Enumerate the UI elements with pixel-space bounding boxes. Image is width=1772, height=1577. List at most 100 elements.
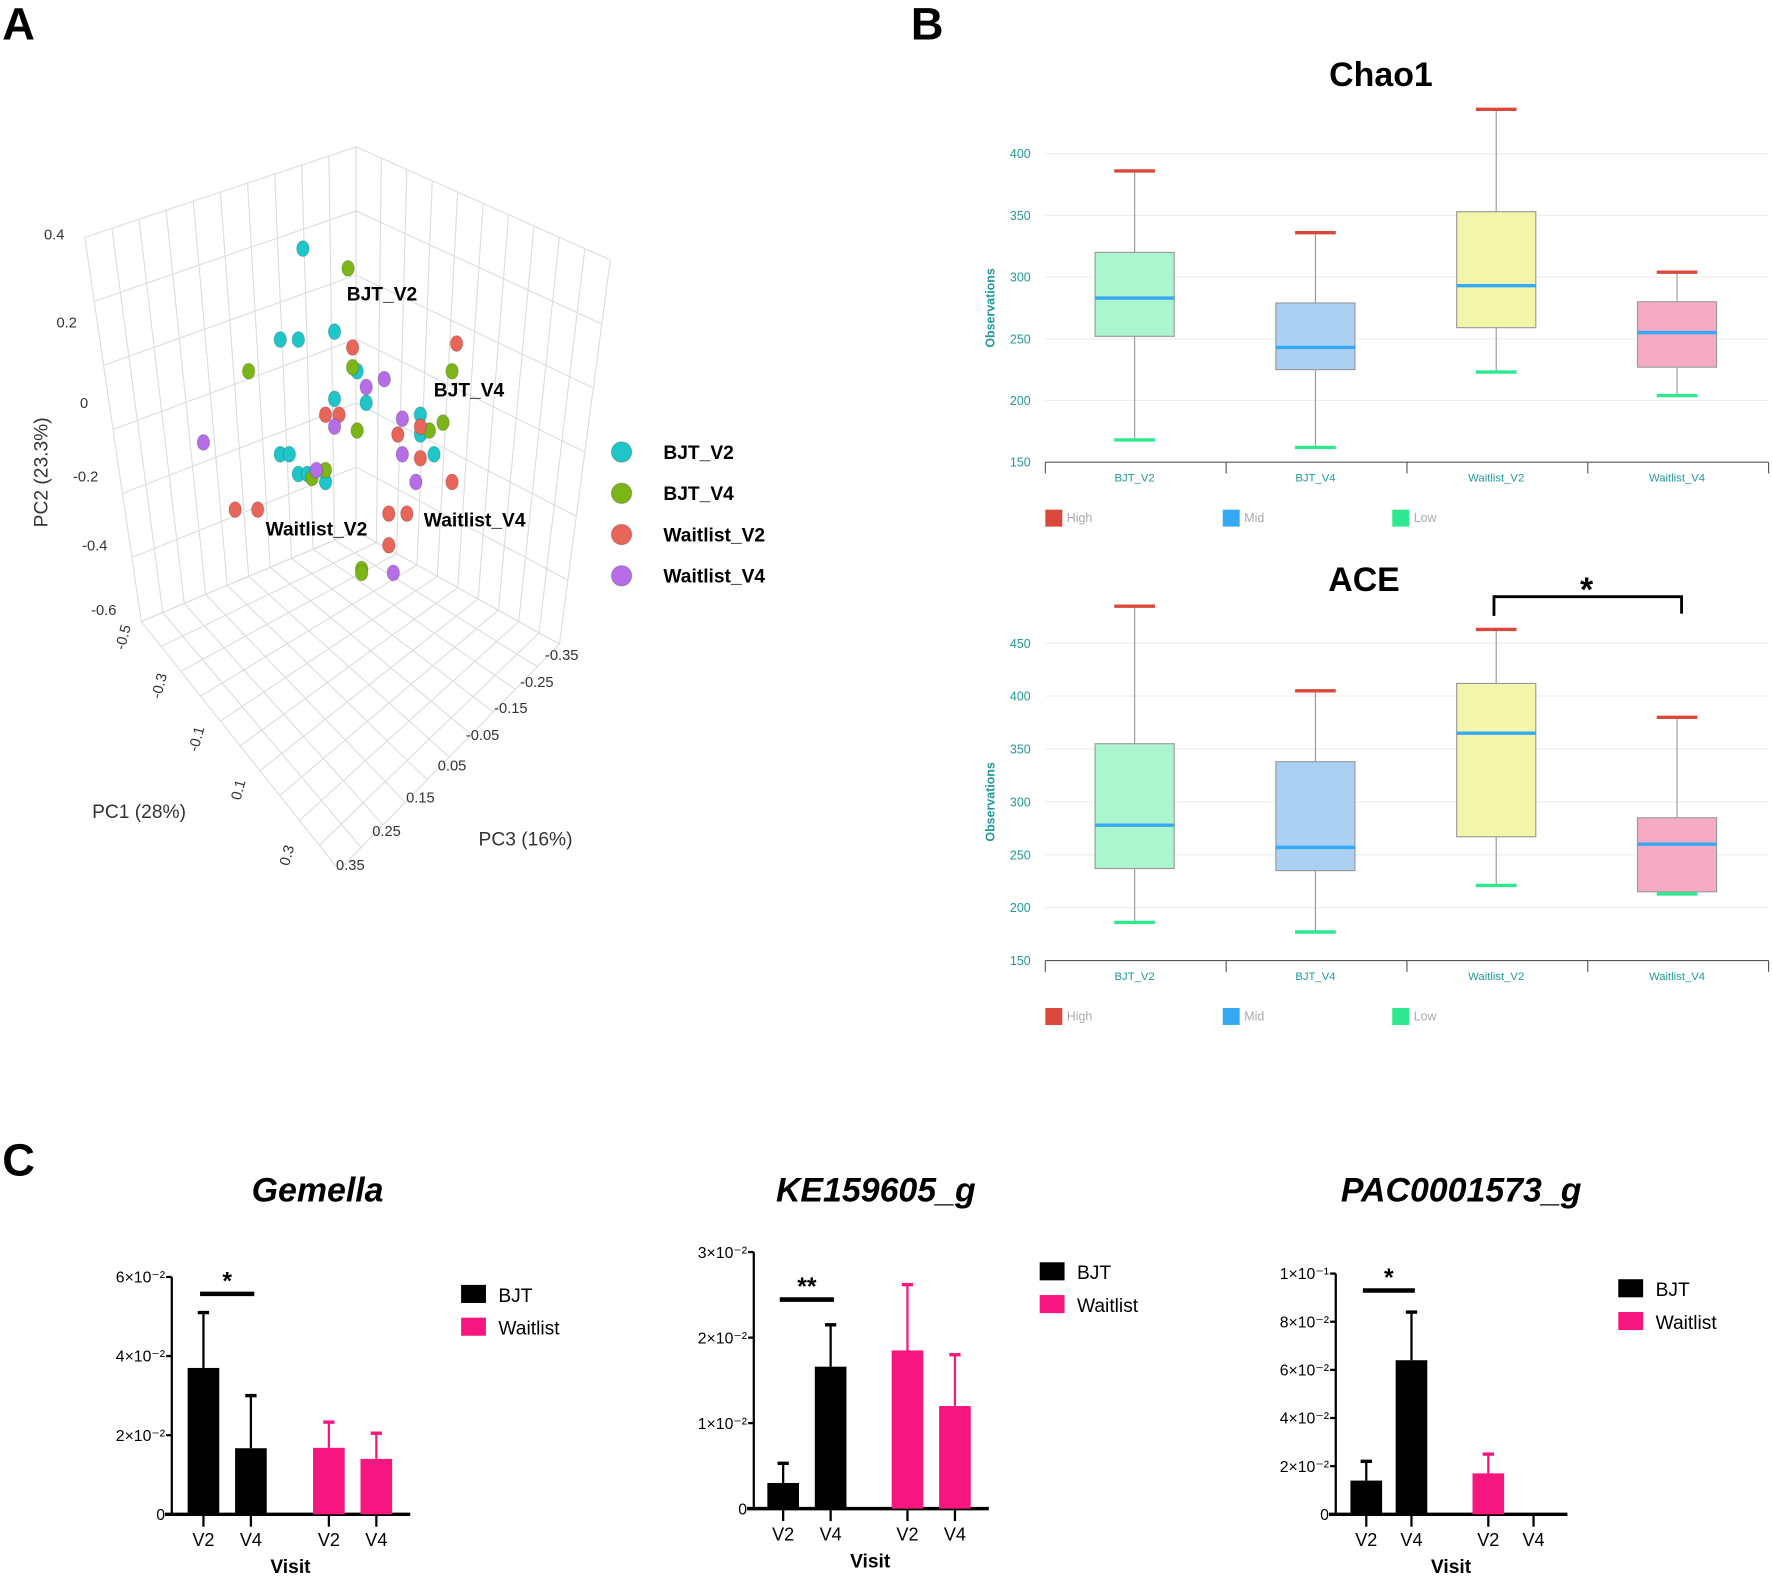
legend-swatch-icon xyxy=(1392,1008,1410,1025)
x-tick-label: V4 xyxy=(240,1530,262,1550)
pc1-tick-label: -0.3 xyxy=(149,672,171,701)
pc2-tick-label: 0.2 xyxy=(56,316,76,332)
x-tick-label: BJT_V2 xyxy=(1115,971,1155,983)
data-point xyxy=(400,505,414,523)
y-tick-label: 2×10⁻² xyxy=(1280,1459,1329,1476)
legend-label: Waitlist xyxy=(1656,1313,1718,1334)
grid-line xyxy=(355,210,603,325)
x-tick-label: V4 xyxy=(944,1524,966,1544)
bar xyxy=(767,1482,799,1509)
group-annotation: Waitlist_V4 xyxy=(424,511,526,532)
data-point xyxy=(436,414,450,432)
grid-line xyxy=(112,338,357,430)
pc3-tick-label: 0.05 xyxy=(438,759,467,775)
legend-swatch-icon xyxy=(1045,509,1063,527)
gemella-bar-chart: 0 2×10⁻² 4×10⁻² 6×10⁻² Gemella V2 V4 BJT V2 V4 Wai… xyxy=(116,1171,560,1577)
grid-line xyxy=(269,566,472,735)
bar xyxy=(313,1447,345,1515)
legend-sphere-icon xyxy=(610,441,633,463)
y-tick-label: 200 xyxy=(1010,394,1031,408)
x-tick-label: BJT_V4 xyxy=(1295,971,1335,983)
pc3-tick-label: -0.05 xyxy=(466,728,499,744)
chao1-boxplot: 150 200 250 300 350 400 Chao1 Observations BJT_V… xyxy=(983,56,1770,527)
y-tick-label: 6×10⁻² xyxy=(116,1270,165,1287)
x-tick-label: V2 xyxy=(1477,1530,1499,1550)
pc3-tick-label: 0.35 xyxy=(336,858,365,874)
y-tick-label: 0 xyxy=(1320,1507,1329,1524)
y-tick-label: 250 xyxy=(1010,332,1031,346)
x-tick-label: BJT_V4 xyxy=(1295,472,1335,484)
legend-sphere-icon xyxy=(610,565,633,587)
grid-line xyxy=(334,539,538,668)
legend-swatch-icon xyxy=(1039,1295,1065,1314)
y-tick-label: 1×10⁻² xyxy=(698,1416,747,1433)
data-point xyxy=(327,390,342,408)
y-tick-label: 3×10⁻² xyxy=(698,1245,747,1262)
data-point xyxy=(386,564,401,582)
pac0001573-bar-chart: 0 2×10⁻² 4×10⁻² 6×10⁻² 8×10⁻² 1×10⁻¹ PAC000157… xyxy=(1280,1171,1718,1577)
pc3-axis-label: PC3 (16%) xyxy=(479,829,573,850)
pc3-tick-label: 0.15 xyxy=(406,790,435,806)
chart-title: KE159605_g xyxy=(776,1171,976,1209)
x-tick-label: Waitlist_V2 xyxy=(1468,971,1524,983)
box xyxy=(1456,211,1537,329)
chart-title: Gemella xyxy=(252,1171,384,1209)
bar xyxy=(1350,1480,1383,1515)
y-tick-label: 6×10⁻² xyxy=(1280,1363,1329,1380)
y-axis-label: Observations xyxy=(983,268,997,347)
data-point xyxy=(327,418,342,436)
bar xyxy=(939,1406,971,1509)
data-point xyxy=(241,362,256,380)
x-axis-label: Visit xyxy=(850,1551,891,1572)
y-tick-label: 450 xyxy=(1010,637,1031,651)
grid-line xyxy=(318,632,540,846)
legend-sphere-icon xyxy=(610,482,633,505)
y-tick-label: 0 xyxy=(738,1501,747,1518)
data-point xyxy=(359,378,373,396)
pca-3d-plot: 0.4 0.2 0 -0.2 -0.4 -0.6 -0.5 -0.3 -0.1 0.1 0.3 -0.… xyxy=(31,146,765,874)
ke159605-bar-chart: 0 1×10⁻² 2×10⁻² 3×10⁻² KE159605_g V2 V4 BJT V2 V4… xyxy=(698,1171,1139,1572)
bar xyxy=(360,1458,393,1515)
pc3-tick-label: -0.25 xyxy=(520,675,553,691)
legend-sphere-icon xyxy=(610,523,633,546)
panel-label-b: B xyxy=(911,0,944,50)
pc1-tick-label: -0.5 xyxy=(113,623,135,652)
legend-swatch-icon xyxy=(1618,1312,1644,1331)
y-tick-label: 250 xyxy=(1010,848,1031,862)
y-axis-label: Observations xyxy=(983,762,997,841)
data-point xyxy=(381,536,396,554)
data-point xyxy=(409,473,423,491)
significance-bracket xyxy=(1492,595,1683,616)
group-annotation: Waitlist_V2 xyxy=(266,520,368,541)
legend-label: Mid xyxy=(1244,1009,1264,1023)
grid-line xyxy=(122,402,357,494)
chart-title: ACE xyxy=(1328,561,1400,599)
grid-line xyxy=(355,466,569,581)
pc1-tick-label: 0.3 xyxy=(277,844,298,868)
grid-line xyxy=(131,466,357,559)
grid-line xyxy=(259,598,479,772)
data-point xyxy=(341,259,355,277)
x-tick-label: V4 xyxy=(820,1524,842,1544)
significance-star: ** xyxy=(797,1273,817,1301)
pc1-tick-label: 0.1 xyxy=(229,778,250,802)
bar xyxy=(235,1448,267,1515)
y-tick-label: 400 xyxy=(1010,147,1031,161)
pc2-axis-label: PC2 (23.3%) xyxy=(31,417,52,527)
pc3-tick-label: 0.25 xyxy=(372,824,401,840)
y-tick-label: 0 xyxy=(156,1507,165,1524)
legend-swatch-icon xyxy=(1045,1008,1063,1025)
y-tick-label: 400 xyxy=(1010,690,1031,704)
legend-label: High xyxy=(1067,1009,1093,1023)
legend-label: Waitlist xyxy=(1077,1296,1139,1317)
data-point xyxy=(309,461,324,479)
significance-star: * xyxy=(1384,1264,1394,1292)
legend-swatch-icon xyxy=(1222,509,1240,527)
pc2-tick-label: -0.6 xyxy=(91,603,116,619)
x-tick-label: Waitlist_V4 xyxy=(1649,472,1705,484)
box xyxy=(1094,743,1175,870)
pc1-axis-label: PC1 (28%) xyxy=(92,802,186,823)
data-point xyxy=(359,394,373,412)
panel-label-a: A xyxy=(2,0,35,50)
